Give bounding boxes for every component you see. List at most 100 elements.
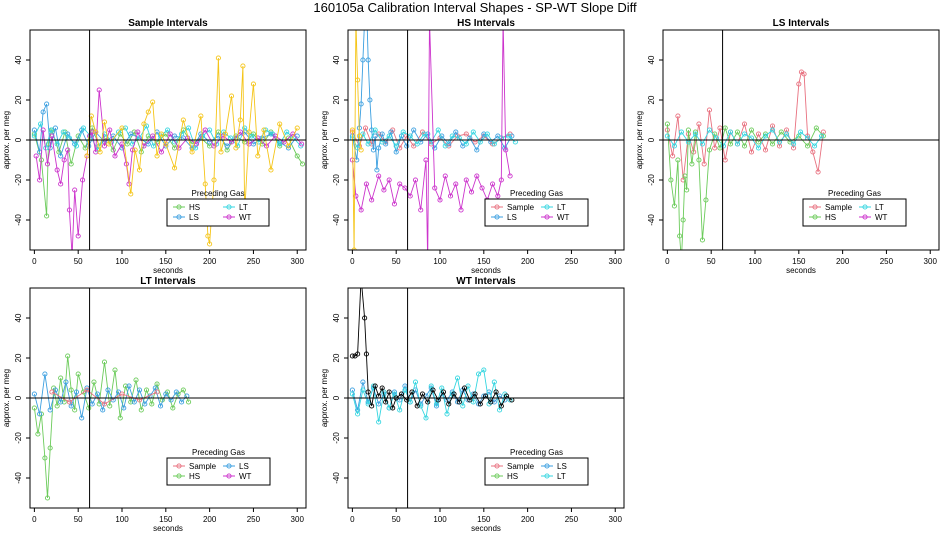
data-point-lt <box>433 401 440 407</box>
data-point-wt <box>353 193 359 199</box>
data-point-ls <box>509 133 515 139</box>
data-point-wt <box>381 187 387 193</box>
legend-swatch-marker <box>544 204 550 210</box>
data-point-black <box>365 389 371 395</box>
data-point-lt <box>699 141 705 147</box>
data-point-hs <box>703 197 709 203</box>
panel-title: LS Intervals <box>773 18 830 29</box>
data-point-highlight <box>240 63 246 69</box>
data-point-wt <box>167 131 173 137</box>
data-point-lt <box>242 125 248 131</box>
data-point-wt <box>447 193 454 199</box>
data-point-sample <box>717 125 723 131</box>
data-point-lt <box>277 141 283 147</box>
legend-box <box>802 198 907 227</box>
data-point-hs <box>813 125 819 131</box>
y-tick-label: 40 <box>647 55 656 64</box>
data-point-ls <box>363 18 367 22</box>
data-point-lt <box>497 407 503 413</box>
data-point-ls <box>224 143 230 149</box>
x-tick-label: 150 <box>159 257 173 266</box>
y-tick-label: -40 <box>647 214 656 226</box>
legend-label-sample: Sample <box>189 462 217 471</box>
data-point-lt <box>664 133 670 139</box>
plot-area <box>349 288 515 425</box>
data-point-wt <box>96 87 102 93</box>
data-point-ls <box>364 0 368 2</box>
legend-label-wt: WT <box>557 213 570 222</box>
data-point-wt <box>358 207 364 213</box>
data-point-lt <box>463 141 469 147</box>
data-point-lt <box>454 375 461 381</box>
data-point-lt <box>115 129 122 135</box>
data-point-hs <box>685 127 691 133</box>
y-tick-label: -20 <box>14 174 23 186</box>
data-point-lt <box>80 125 86 131</box>
data-point-lt <box>186 125 192 131</box>
data-point-highlight <box>84 153 90 159</box>
legend-label-lt: LT <box>557 203 566 212</box>
data-point-ls <box>121 405 127 411</box>
panel-title: Sample Intervals <box>128 18 208 29</box>
data-point-sample <box>154 389 160 395</box>
data-point-hs <box>696 157 702 163</box>
data-point-ls <box>365 57 371 63</box>
data-point-lt <box>444 411 450 417</box>
data-point-lt <box>402 387 408 393</box>
data-point-ls <box>105 387 111 393</box>
data-point-black <box>363 351 369 357</box>
data-point-lt <box>418 403 424 409</box>
data-point-ls <box>358 101 364 107</box>
x-axis-label: seconds <box>153 524 183 533</box>
data-point-wt <box>442 173 448 179</box>
y-tick-label: 40 <box>332 313 341 322</box>
data-point-wt <box>65 147 71 153</box>
data-point-lt <box>397 407 403 413</box>
data-point-hs <box>778 129 784 135</box>
plot-area <box>31 353 192 501</box>
x-tick-label: 100 <box>433 515 447 524</box>
data-point-hs <box>677 233 683 239</box>
data-point-sample <box>741 121 748 127</box>
data-point-ls <box>360 379 366 385</box>
data-point-lt <box>491 379 497 385</box>
data-point-black <box>419 391 426 397</box>
legend-box <box>166 457 271 486</box>
x-tick-label: 200 <box>836 257 850 266</box>
data-point-wt <box>75 233 81 239</box>
y-tick-label: 20 <box>14 95 23 104</box>
x-tick-label: 0 <box>32 257 37 266</box>
data-point-hs <box>664 121 670 127</box>
legend-swatch-marker <box>862 204 868 210</box>
data-point-lt <box>741 131 748 137</box>
y-axis-label: approx. per meg <box>635 111 644 169</box>
data-point-hs <box>96 401 102 407</box>
data-point-highlight <box>261 127 267 133</box>
data-point-lt <box>762 133 769 139</box>
data-point-hs <box>31 405 37 411</box>
data-point-wt <box>58 181 64 187</box>
data-point-black <box>379 385 385 391</box>
data-point-ls <box>179 399 185 405</box>
data-point-black <box>349 353 355 359</box>
data-point-hs <box>170 405 176 411</box>
data-point-wt <box>211 143 217 149</box>
data-point-lt <box>249 133 255 139</box>
data-point-ls <box>68 403 74 409</box>
data-point-hs <box>186 399 192 405</box>
data-point-highlight <box>150 99 156 105</box>
data-point-ls <box>491 399 497 405</box>
data-point-ls <box>136 387 143 393</box>
data-point-black <box>493 389 499 395</box>
x-tick-label: 200 <box>203 515 217 524</box>
data-point-lt <box>727 129 734 135</box>
data-point-ls <box>63 379 69 385</box>
data-point-sample <box>670 153 676 159</box>
data-point-lt <box>48 127 54 133</box>
data-point-highlight <box>163 141 169 147</box>
data-point-hs <box>671 203 677 209</box>
